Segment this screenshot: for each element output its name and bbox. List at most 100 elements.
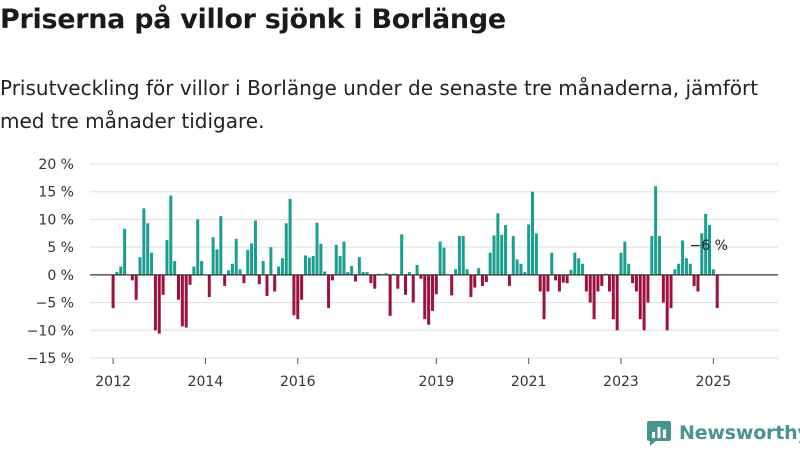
- bar: [196, 219, 200, 275]
- bar: [346, 272, 350, 275]
- bar: [180, 274, 184, 327]
- bar: [350, 265, 354, 275]
- y-tick-label: −5 %: [36, 296, 74, 312]
- y-tick-label: 5 %: [47, 240, 74, 256]
- bar: [569, 269, 573, 275]
- bar: [388, 274, 392, 316]
- bar: [138, 257, 142, 275]
- bar: [542, 274, 546, 320]
- bar: [523, 272, 527, 275]
- bar: [207, 274, 211, 298]
- bar: [153, 274, 157, 331]
- bar: [142, 208, 146, 275]
- bar: [227, 270, 231, 275]
- bar: [527, 224, 531, 275]
- bar: [334, 244, 338, 275]
- bar: [115, 272, 119, 275]
- bar: [234, 238, 238, 275]
- x-tick-label: 2019: [418, 374, 454, 390]
- brand-name: Newsworthy: [679, 422, 800, 444]
- x-tick-label: 2012: [95, 374, 131, 390]
- bar: [700, 233, 704, 275]
- bar: [415, 264, 419, 275]
- bar: [507, 274, 511, 286]
- bar: [469, 274, 473, 298]
- bar: [188, 274, 192, 285]
- grid-lines: [90, 163, 778, 359]
- bar: [277, 266, 281, 275]
- bar: [280, 258, 284, 275]
- bar: [592, 274, 596, 320]
- bar: [581, 263, 585, 275]
- bar: [534, 233, 538, 275]
- bar: [619, 252, 623, 275]
- bar: [584, 274, 588, 292]
- bar: [519, 263, 523, 275]
- bar: [361, 272, 365, 275]
- bar: [119, 266, 123, 275]
- bar: [461, 236, 465, 275]
- bar: [300, 274, 304, 300]
- y-tick-label: −15 %: [27, 351, 74, 367]
- bar: [330, 274, 334, 281]
- bar: [677, 263, 681, 275]
- bar: [515, 259, 519, 275]
- bar: [531, 191, 534, 275]
- bar: [638, 274, 642, 320]
- chart-title: Priserna på villor sjönk i Borlänge: [0, 4, 506, 35]
- bar: [338, 256, 342, 275]
- chart-subtitle: Prisutveckling för villor i Borlänge und…: [0, 76, 759, 133]
- bar: [708, 224, 712, 275]
- bar: [427, 274, 431, 325]
- bar: [192, 266, 196, 275]
- bar: [173, 261, 177, 275]
- bar: [354, 274, 357, 282]
- bar: [500, 234, 504, 275]
- bar: [438, 241, 442, 275]
- bar: [200, 261, 204, 275]
- bar: [130, 274, 134, 281]
- bar: [311, 256, 315, 275]
- bar: [150, 252, 154, 275]
- bar: [681, 240, 685, 275]
- bar: [177, 274, 180, 300]
- bar: [650, 236, 654, 275]
- bar: [673, 269, 677, 275]
- bar: [465, 269, 469, 275]
- bar: [369, 274, 373, 284]
- bar: [365, 272, 369, 275]
- bar: [253, 220, 257, 275]
- bar: [688, 263, 692, 275]
- x-axis-ticks: 2012 2014 2016 2019 2021 2023 2025: [95, 358, 731, 390]
- bar: [504, 224, 508, 275]
- bar: [488, 252, 492, 275]
- bar: [315, 222, 319, 275]
- bar: [554, 274, 558, 281]
- bar: [211, 237, 215, 275]
- bar: [319, 243, 323, 275]
- y-tick-label: −10 %: [27, 323, 74, 339]
- bar: [631, 274, 635, 284]
- bar: [577, 258, 581, 275]
- bar: [230, 263, 234, 275]
- bar: [257, 274, 261, 285]
- bar: [423, 274, 427, 320]
- bar: [184, 274, 188, 328]
- x-tick-label: 2023: [603, 374, 639, 390]
- bar: [454, 269, 458, 275]
- y-tick-label: 15 %: [38, 185, 74, 201]
- bar: [657, 236, 661, 275]
- bar: [296, 274, 300, 320]
- bar: [288, 198, 292, 275]
- bar: [157, 274, 161, 334]
- bar: [473, 274, 477, 288]
- bar: [588, 274, 592, 303]
- bar: [292, 274, 296, 316]
- bar: [538, 274, 542, 292]
- bar: [223, 274, 227, 286]
- bar: [496, 213, 500, 275]
- bar: [661, 274, 665, 303]
- annotations: −6 %: [690, 238, 728, 254]
- bars: [111, 186, 719, 334]
- bar: [442, 247, 446, 275]
